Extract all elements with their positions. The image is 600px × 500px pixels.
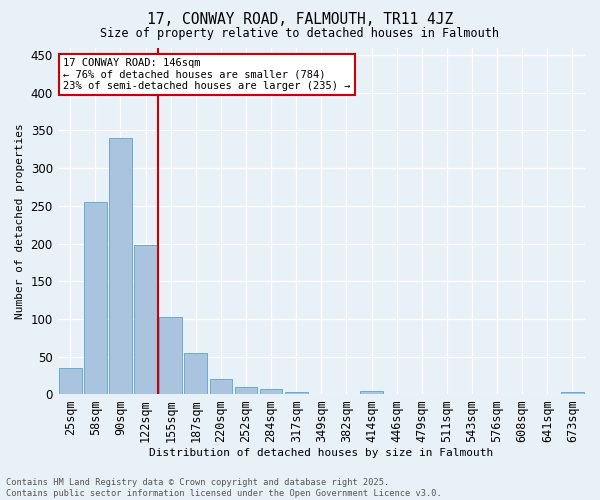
Bar [134,245,157,394]
Bar [209,380,232,394]
Bar [160,316,182,394]
Bar [109,138,132,394]
Text: 17, CONWAY ROAD, FALMOUTH, TR11 4JZ: 17, CONWAY ROAD, FALMOUTH, TR11 4JZ [147,12,453,28]
Bar [260,389,283,394]
X-axis label: Distribution of detached houses by size in Falmouth: Distribution of detached houses by size … [149,448,493,458]
Bar [59,368,82,394]
Text: Size of property relative to detached houses in Falmouth: Size of property relative to detached ho… [101,28,499,40]
Bar [184,353,207,395]
Text: 17 CONWAY ROAD: 146sqm
← 76% of detached houses are smaller (784)
23% of semi-de: 17 CONWAY ROAD: 146sqm ← 76% of detached… [63,58,350,91]
Bar [84,202,107,394]
Text: Contains HM Land Registry data © Crown copyright and database right 2025.
Contai: Contains HM Land Registry data © Crown c… [6,478,442,498]
Bar [285,392,308,394]
Bar [360,392,383,394]
Y-axis label: Number of detached properties: Number of detached properties [15,123,25,319]
Bar [561,392,584,394]
Bar [235,387,257,394]
